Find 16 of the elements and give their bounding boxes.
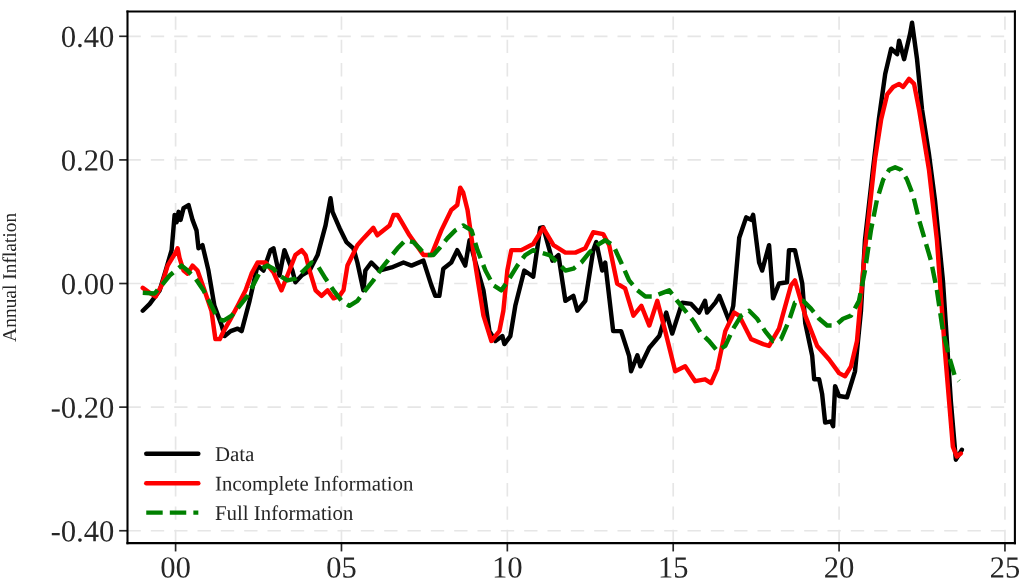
y-tick-label: -0.20 — [51, 397, 114, 419]
x-tick-label: 10 — [494, 557, 522, 578]
x-tick-label: 05 — [327, 557, 356, 578]
line-series — [140, 165, 962, 384]
legend-label: Full Information — [215, 505, 353, 521]
x-tick-label: 15 — [660, 557, 688, 578]
y-tick-label: -0.40 — [51, 521, 114, 542]
y-tick-label: 0.20 — [62, 150, 114, 171]
legend-label: Data — [215, 447, 255, 462]
x-tick-label: 00 — [161, 557, 190, 578]
y-tick-label: 0.40 — [62, 26, 114, 48]
x-tick-label: 25 — [991, 557, 1020, 578]
y-axis-title: Annual Inflation — [2, 213, 17, 342]
legend-label: Incomplete Information — [215, 475, 414, 495]
y-tick-label: 0.00 — [62, 273, 114, 295]
x-tick-label: 20 — [825, 557, 854, 578]
